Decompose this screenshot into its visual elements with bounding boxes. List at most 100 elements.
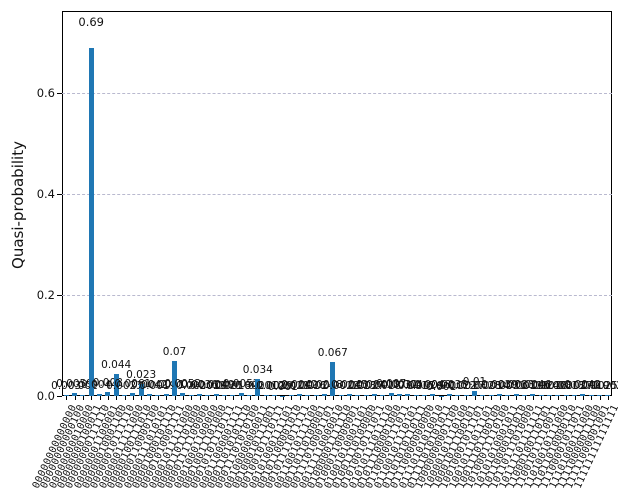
bar-value-label: 0.0014: [472, 380, 510, 393]
histogram-bar: [563, 395, 569, 396]
x-tick-mark: [532, 396, 534, 400]
x-tick-mark: [199, 396, 201, 400]
x-tick-mark: [432, 396, 434, 400]
bar-value-label: 0.0025: [206, 379, 243, 392]
histogram-bar: [72, 393, 77, 396]
x-tick-mark: [166, 396, 168, 400]
bar-value-label: 0.0018: [531, 380, 568, 393]
histogram-bar: [330, 362, 336, 396]
bar-value-label: 0.0032: [381, 379, 418, 392]
histogram-bar: [413, 395, 419, 396]
histogram-bar: [255, 378, 261, 396]
histogram-bar: [363, 394, 369, 396]
bar-value-label: 0.002: [592, 380, 618, 392]
histogram-bar: [522, 395, 527, 396]
bar-value-label: 0.0013: [339, 380, 377, 393]
histogram-bar: [538, 394, 544, 396]
histogram-bar: [238, 393, 244, 396]
x-tick-mark: [249, 396, 251, 400]
bar-value-label: 0.0059: [56, 378, 93, 390]
x-tick-mark: [241, 396, 243, 400]
histogram-bar: [455, 394, 461, 396]
bar-value-label: 0.002: [176, 380, 207, 392]
x-tick-mark: [491, 396, 493, 400]
bar-value-label: 0.69: [78, 14, 104, 29]
histogram-bar: [580, 393, 586, 396]
histogram-bar: [472, 390, 477, 396]
bar-value-label: 0.0028: [464, 379, 502, 392]
bar-value-label: 0.0042: [564, 378, 602, 391]
bar-value-label: 0.034: [242, 363, 273, 376]
histogram-bar: [197, 394, 202, 396]
x-tick-mark: [149, 396, 151, 400]
histogram-bar: [63, 394, 69, 396]
x-tick-mark: [82, 396, 84, 400]
x-tick-mark: [224, 396, 226, 400]
x-tick-mark: [307, 396, 309, 400]
bar-value-label: 0.0052: [164, 378, 202, 391]
histogram-bar: [422, 394, 427, 396]
histogram-bar: [488, 395, 494, 396]
x-tick-mark: [157, 396, 159, 400]
bar-value-label: 0.07: [162, 345, 187, 358]
bar-value-label: 0.067: [317, 347, 348, 360]
histogram-bar: [430, 393, 436, 396]
histogram-bar: [138, 384, 144, 396]
bar-value-label: 0.0042: [131, 378, 168, 391]
x-tick-mark: [366, 396, 368, 400]
x-tick-mark: [591, 396, 593, 400]
bar-value-label: 0.003: [51, 379, 82, 392]
bar-value-label: 0.0048: [414, 378, 452, 391]
x-tick-mark: [299, 396, 301, 400]
bar-value-label: 0.023: [126, 369, 157, 382]
x-tick-mark: [99, 396, 101, 400]
histogram-bar: [513, 394, 519, 396]
bar-value-label: 0.0039: [481, 379, 518, 391]
x-tick-mark: [449, 396, 451, 400]
x-tick-mark: [316, 396, 318, 400]
histogram-bar: [322, 394, 327, 396]
histogram-bar: [372, 393, 377, 396]
histogram-bar: [230, 395, 236, 396]
bar-value-label: 0.0029: [256, 379, 293, 392]
x-tick-mark: [357, 396, 359, 400]
x-tick-mark: [257, 396, 259, 400]
x-tick-mark: [274, 396, 276, 400]
y-tick-mark: [57, 194, 62, 195]
bar-value-label: 0.01: [462, 375, 487, 388]
bar-value-label: 0.0019: [139, 380, 177, 392]
x-tick-mark: [174, 396, 176, 400]
bar-value-label: 0.0022: [439, 379, 477, 392]
histogram-bar: [480, 394, 486, 396]
x-tick-mark: [382, 396, 384, 400]
y-tick-label: 0.2: [36, 288, 55, 302]
y-tick-label: 0.6: [36, 86, 55, 100]
bar-value-label: 0.0013: [547, 380, 585, 393]
bar-value-label: 0.0027: [556, 379, 593, 392]
histogram-bar: [505, 394, 511, 396]
bar-value-label: 0.0021: [272, 379, 310, 392]
histogram-bar: [280, 395, 286, 396]
histogram-bar: [380, 395, 386, 396]
histogram-bar: [172, 360, 177, 396]
bar-value-label: 0.0025: [581, 379, 618, 392]
x-tick-mark: [549, 396, 551, 400]
x-tick-mark: [341, 396, 343, 400]
x-tick-mark: [107, 396, 109, 400]
gridline: [62, 93, 612, 94]
y-tick-mark: [57, 295, 62, 296]
x-tick-mark: [124, 396, 126, 400]
histogram-bar: [597, 394, 602, 396]
x-tick-mark: [291, 396, 293, 400]
plot-area: [62, 11, 612, 396]
x-tick-mark: [324, 396, 326, 400]
y-tick-mark: [57, 396, 62, 397]
y-tick-mark: [57, 93, 62, 94]
histogram-bar: [355, 395, 361, 396]
bar-value-label: 0.0015: [397, 380, 435, 393]
bar-value-label: 0.0049: [197, 378, 235, 391]
x-tick-mark: [599, 396, 601, 400]
x-tick-mark: [349, 396, 351, 400]
x-tick-mark: [182, 396, 184, 400]
bar-value-label: 0.0018: [364, 380, 402, 393]
